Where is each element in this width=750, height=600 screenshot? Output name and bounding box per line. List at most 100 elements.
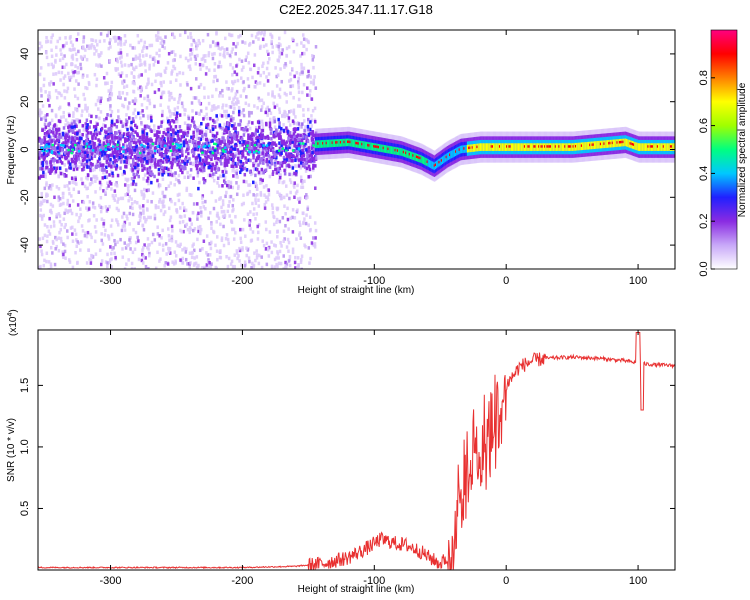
noise-cell (307, 69, 310, 74)
band-cell (163, 139, 166, 144)
band-cell (200, 165, 204, 170)
band-cell (199, 137, 203, 141)
noise-cell (282, 180, 286, 184)
band-cell (285, 126, 288, 130)
band-cell (76, 131, 79, 136)
noise-cell (195, 44, 198, 48)
signal-cell (477, 143, 480, 152)
noise-cell (121, 122, 125, 126)
band-cell (306, 154, 309, 158)
bright-cell (122, 150, 125, 153)
noise-cell (50, 210, 53, 215)
bright-cell (156, 145, 159, 148)
band-cell (231, 154, 235, 159)
band-cell (205, 123, 208, 127)
noise-cell (126, 53, 129, 57)
band-cell (173, 131, 176, 135)
noise-cell (83, 184, 87, 189)
noise-cell (47, 186, 51, 190)
noise-cell (299, 236, 303, 240)
band-cell (278, 141, 281, 145)
band-cell (290, 158, 294, 163)
noise-cell (267, 92, 270, 96)
band-cell (181, 134, 184, 139)
band-cell (122, 143, 125, 147)
band-cell (242, 161, 245, 166)
band-cell (276, 168, 280, 172)
noise-cell (255, 212, 259, 216)
noise-cell (96, 98, 100, 103)
band-cell (124, 155, 127, 160)
noise-cell (65, 62, 68, 67)
signal-cell (401, 148, 404, 157)
noise-cell (110, 257, 113, 261)
band-cell (118, 131, 122, 136)
noise-cell (260, 119, 264, 124)
noise-cell (225, 115, 228, 119)
band-cell (66, 151, 69, 156)
noise-cell (109, 104, 112, 108)
band-cell (198, 129, 202, 134)
band-cell (57, 135, 60, 140)
noise-cell (247, 110, 251, 115)
noise-cell (307, 121, 310, 126)
noise-cell (283, 65, 286, 69)
noise-cell (52, 162, 56, 166)
noise-cell (199, 82, 203, 87)
band-cell (247, 136, 250, 140)
band-cell (40, 141, 43, 145)
noise-cell (104, 228, 107, 233)
band-cell (216, 143, 219, 147)
band-cell (288, 152, 291, 156)
noise-cell (148, 43, 152, 48)
noise-cell (289, 190, 292, 195)
noise-cell (74, 232, 78, 236)
bright-cell (297, 143, 301, 146)
noise-cell (48, 91, 51, 95)
band-cell (184, 155, 188, 160)
band-cell (140, 163, 144, 168)
noise-cell (104, 260, 108, 264)
noise-cell (252, 263, 256, 268)
noise-cell (201, 200, 204, 205)
noise-cell (197, 38, 200, 43)
band-cell (89, 131, 93, 135)
noise-cell (189, 173, 192, 178)
noise-cell (311, 58, 315, 62)
noise-cell (158, 242, 161, 246)
noise-cell (210, 190, 214, 195)
band-cell (120, 134, 123, 138)
noise-cell (135, 65, 138, 70)
band-cell (133, 165, 137, 170)
band-cell (129, 144, 133, 149)
noise-cell (265, 66, 269, 71)
band-cell (241, 143, 244, 147)
noise-cell (310, 124, 314, 128)
band-cell (307, 132, 311, 137)
noise-cell (123, 183, 127, 187)
noise-cell (150, 199, 153, 204)
band-cell (144, 138, 148, 143)
noise-cell (273, 95, 276, 99)
noise-cell (300, 267, 303, 269)
band-cell (75, 124, 78, 128)
band-cell (47, 134, 51, 139)
noise-cell (87, 46, 91, 51)
noise-cell (175, 72, 179, 77)
band-cell (61, 148, 64, 152)
noise-cell (278, 87, 282, 92)
noise-cell (275, 84, 279, 88)
noise-cell (92, 44, 96, 49)
noise-cell (195, 77, 198, 81)
band-cell (268, 160, 271, 164)
noise-cell (68, 78, 72, 82)
noise-cell (312, 65, 315, 70)
band-cell (186, 159, 189, 164)
band-cell (146, 167, 149, 171)
band-cell (158, 152, 162, 157)
band-cell (129, 150, 132, 154)
noise-cell (130, 261, 134, 266)
bright-cell (177, 144, 180, 148)
band-cell (145, 135, 149, 140)
band-cell (165, 160, 168, 164)
